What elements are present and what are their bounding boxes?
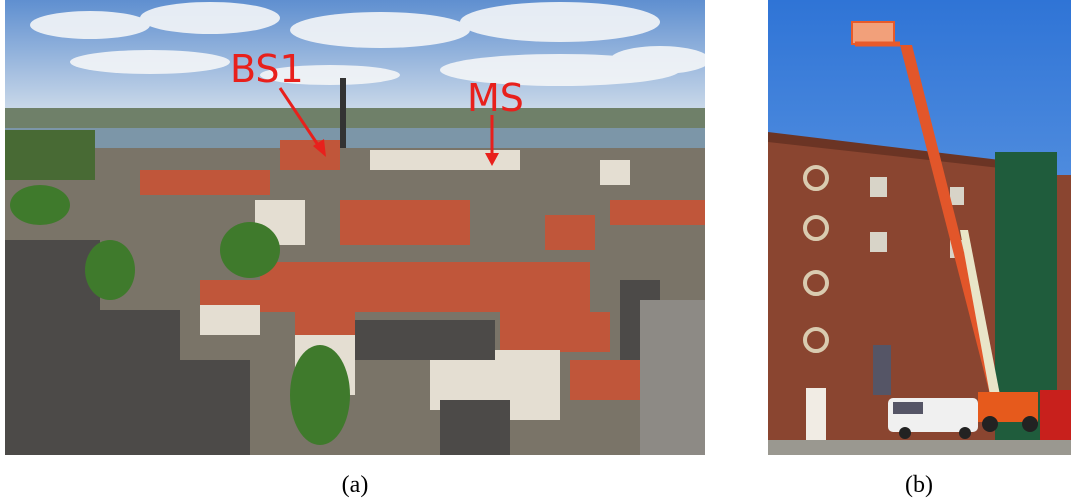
caption-b: (b) <box>905 472 933 498</box>
photo-b <box>768 0 1071 455</box>
caption-a: (a) <box>342 472 369 498</box>
photo-a <box>5 0 705 455</box>
arrow <box>278 87 322 149</box>
label-bs1: BS1 <box>230 47 304 91</box>
label-ms: MS <box>467 76 524 120</box>
arrowhead <box>313 139 326 157</box>
arrowhead <box>485 153 499 166</box>
